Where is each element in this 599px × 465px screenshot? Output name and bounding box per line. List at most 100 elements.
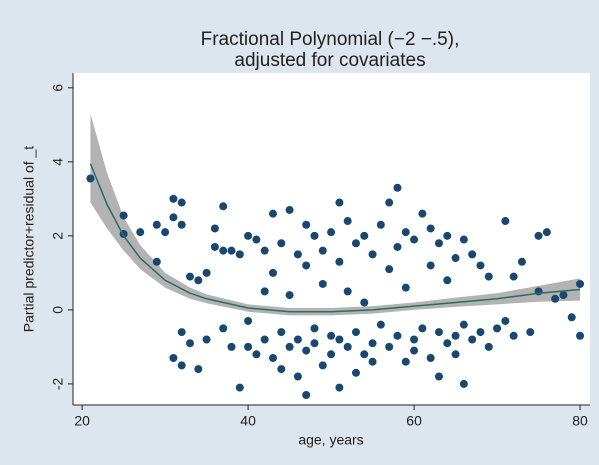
data-point [493, 324, 502, 333]
data-point [219, 324, 228, 333]
data-point [559, 291, 568, 300]
data-point [186, 272, 195, 281]
data-point [351, 239, 360, 248]
data-point [177, 328, 186, 337]
data-point [468, 335, 477, 344]
x-tick-label: 60 [406, 413, 422, 429]
data-point [119, 211, 128, 220]
chart-title: adjusted for covariates [234, 50, 425, 71]
data-point [210, 242, 219, 251]
data-point [335, 198, 344, 207]
data-point [177, 361, 186, 370]
data-point [351, 368, 360, 377]
data-point [410, 335, 419, 344]
data-point [169, 353, 178, 362]
x-axis-label: age, years [298, 432, 363, 448]
data-point [418, 324, 427, 333]
data-point [161, 228, 170, 237]
data-point [194, 365, 203, 374]
data-point [235, 383, 244, 392]
data-point [343, 287, 352, 296]
data-point [310, 231, 319, 240]
data-point [227, 246, 236, 255]
data-point [277, 328, 286, 337]
data-point [335, 257, 344, 266]
data-point [310, 339, 319, 348]
data-point [368, 339, 377, 348]
data-point [335, 383, 344, 392]
data-point [451, 350, 460, 359]
fit-line [89, 163, 581, 313]
data-point [293, 250, 302, 259]
data-point [393, 242, 402, 251]
x-tick-label: 80 [572, 413, 588, 429]
data-point [194, 276, 203, 285]
data-point [434, 328, 443, 337]
data-point [401, 283, 410, 292]
y-tick-label: 6 [50, 84, 66, 92]
data-point [285, 291, 294, 300]
data-point [152, 220, 161, 229]
y-tick-label: 4 [50, 158, 66, 166]
data-point [177, 220, 186, 229]
data-point [385, 265, 394, 274]
data-point [534, 231, 543, 240]
data-point [526, 328, 535, 337]
data-point [219, 246, 228, 255]
data-point [244, 316, 253, 325]
data-point [576, 331, 585, 340]
data-point [277, 239, 286, 248]
data-point [459, 379, 468, 388]
data-point [451, 254, 460, 263]
data-point [501, 217, 510, 226]
data-point [318, 246, 327, 255]
confidence-band [90, 113, 581, 316]
data-point [360, 350, 369, 359]
data-point [484, 272, 493, 281]
data-point [302, 346, 311, 355]
data-point [169, 194, 178, 203]
data-point [227, 342, 236, 351]
data-point [293, 335, 302, 344]
data-point [443, 339, 452, 348]
data-point [268, 209, 277, 218]
data-point [434, 372, 443, 381]
data-point [401, 357, 410, 366]
x-tick-label: 20 [74, 413, 90, 429]
data-point [476, 261, 485, 270]
data-point [285, 205, 294, 214]
data-point [501, 316, 510, 325]
data-point [385, 198, 394, 207]
data-point [327, 331, 336, 340]
data-point [426, 353, 435, 362]
data-point [318, 361, 327, 370]
data-point [459, 320, 468, 329]
data-point [327, 228, 336, 237]
data-point [393, 183, 402, 192]
data-point [219, 202, 228, 211]
data-point [517, 257, 526, 266]
y-axis-label: Partial predictor+residual of _t [21, 146, 37, 332]
data-point [186, 339, 195, 348]
data-point [360, 298, 369, 307]
data-point [136, 228, 145, 237]
chart-title: Fractional Polynomial (−2 −.5), [201, 29, 460, 50]
data-point [235, 250, 244, 259]
y-tick-label: 2 [50, 232, 66, 240]
data-point [177, 198, 186, 207]
data-point [376, 220, 385, 229]
data-point [468, 250, 477, 259]
data-point [293, 372, 302, 381]
y-tick-label: -2 [50, 377, 66, 390]
data-point [484, 342, 493, 351]
y-tick-label: 0 [50, 306, 66, 314]
data-point [302, 220, 311, 229]
data-point [260, 335, 269, 344]
data-point [551, 294, 560, 303]
data-point [351, 328, 360, 337]
data-point [335, 335, 344, 344]
data-point [509, 272, 518, 281]
data-point [268, 353, 277, 362]
data-point [202, 335, 211, 344]
data-point [509, 331, 518, 340]
